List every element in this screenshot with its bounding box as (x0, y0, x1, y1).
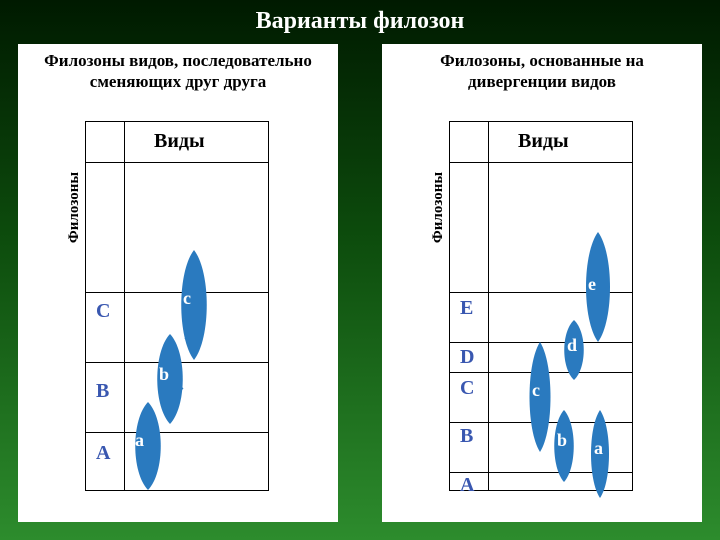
grid-line-h (450, 162, 632, 163)
column-header-species: Виды (518, 130, 569, 153)
species-label-c: c (532, 380, 540, 401)
panel-right: Филозоны, основанные на дивергенции видо… (382, 44, 702, 522)
spindle-c (526, 342, 554, 457)
zone-label-A: A (460, 474, 474, 497)
species-label-a: a (594, 438, 603, 459)
chart-left-frame: ВидыCBA c b a (85, 121, 269, 491)
zone-label-E: E (460, 297, 473, 320)
panel-left-title-line2: сменяющих друг друга (90, 72, 266, 91)
species-label-c: c (183, 288, 191, 309)
panels-row: Филозоны видов, последовательно сменяющи… (18, 44, 702, 522)
species-label-a: a (135, 430, 144, 451)
chart-right-frame: ВидыEDCBA e d c b a (449, 121, 633, 491)
slide-title: Варианты филозон (0, 0, 720, 35)
zone-label-B: B (460, 425, 473, 448)
panel-left: Филозоны видов, последовательно сменяющи… (18, 44, 338, 522)
species-label-d: d (567, 335, 577, 356)
zone-label-D: D (460, 346, 474, 369)
zone-label-C: C (460, 377, 474, 400)
species-label-b: b (557, 430, 567, 451)
species-label-e: e (588, 274, 596, 295)
y-axis-label: Филозоны (66, 172, 83, 243)
y-axis-label: Филозоны (430, 172, 447, 243)
panel-left-title: Филозоны видов, последовательно сменяющи… (18, 44, 338, 97)
grid-line-v (488, 122, 489, 490)
panel-right-title: Филозоны, основанные на дивергенции видо… (382, 44, 702, 97)
panel-right-title-line1: Филозоны, основанные на (440, 51, 644, 70)
species-label-b: b (159, 364, 169, 385)
panel-right-title-line2: дивергенции видов (468, 72, 616, 91)
panel-left-title-line1: Филозоны видов, последовательно (44, 51, 312, 70)
